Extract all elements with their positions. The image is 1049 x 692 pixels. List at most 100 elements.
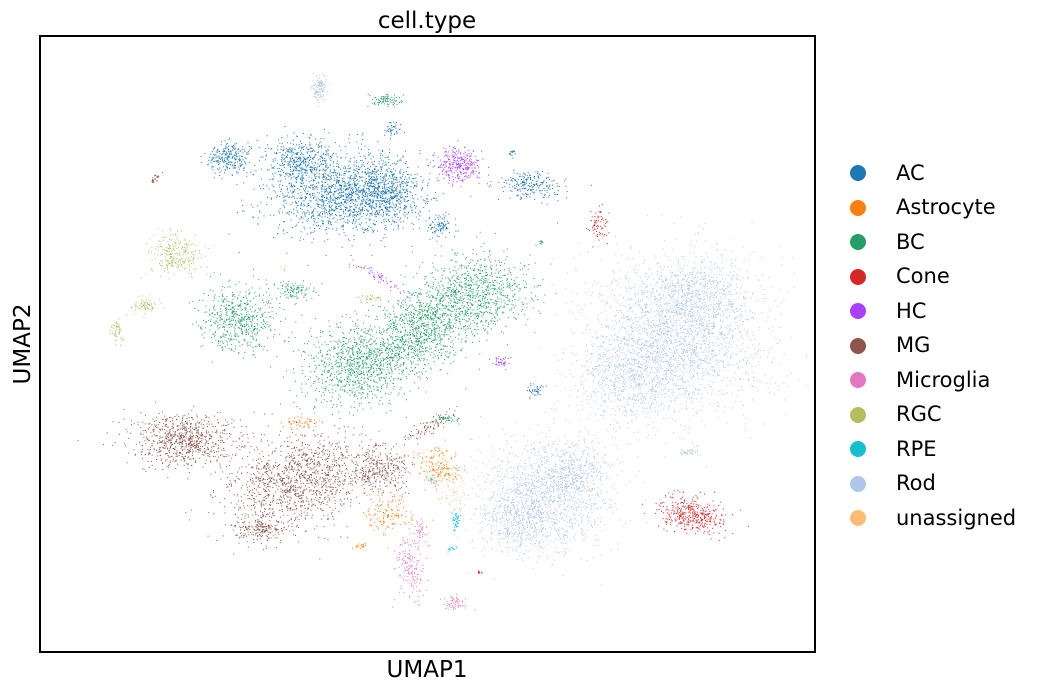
point: [641, 407, 643, 409]
point: [650, 391, 652, 393]
point: [668, 362, 670, 364]
point: [667, 283, 669, 285]
point: [666, 302, 668, 304]
point: [685, 304, 687, 306]
point: [658, 306, 660, 308]
point: [553, 490, 554, 492]
point: [783, 354, 785, 356]
point: [682, 379, 684, 381]
point: [655, 361, 657, 363]
point: [580, 431, 582, 433]
point: [638, 362, 640, 364]
point: [640, 370, 642, 372]
point: [653, 316, 655, 318]
point: [613, 384, 615, 386]
point: [653, 295, 655, 297]
point: [654, 298, 656, 300]
point: [674, 276, 676, 278]
point: [679, 344, 681, 346]
point: [557, 488, 559, 490]
point: [505, 509, 507, 511]
point: [715, 292, 717, 293]
point: [512, 549, 513, 551]
point: [616, 339, 618, 341]
point: [700, 306, 702, 308]
point: [732, 309, 733, 311]
point: [696, 320, 698, 322]
point: [699, 283, 701, 285]
point: [613, 271, 615, 273]
point: [741, 386, 743, 387]
point: [607, 387, 609, 388]
point: [625, 274, 627, 276]
point: [541, 478, 543, 480]
point: [610, 379, 612, 381]
point: [690, 354, 692, 356]
point: [659, 294, 661, 296]
point: [536, 472, 538, 473]
point: [569, 471, 571, 472]
point-cluster-rod: [632, 243, 757, 339]
point: [729, 329, 730, 331]
point: [524, 462, 526, 464]
point: [600, 414, 602, 416]
point: [491, 516, 493, 518]
point: [695, 304, 697, 306]
point: [751, 371, 753, 373]
point: [588, 288, 590, 290]
point: [528, 509, 530, 511]
point: [629, 310, 631, 312]
point: [565, 376, 567, 378]
point: [727, 377, 729, 379]
point: [672, 282, 674, 284]
point: [736, 395, 738, 397]
point-cluster-rod: [471, 465, 573, 576]
point: [641, 398, 642, 400]
point: [502, 482, 504, 484]
point: [550, 491, 552, 492]
point: [681, 292, 683, 294]
point: [589, 398, 591, 400]
point: [587, 522, 589, 524]
point: [554, 514, 556, 516]
point: [643, 358, 645, 360]
point: [678, 294, 680, 296]
point: [518, 533, 520, 535]
point: [553, 487, 555, 489]
point: [497, 530, 499, 532]
point: [726, 307, 728, 309]
point: [665, 288, 667, 290]
point: [681, 284, 683, 286]
point: [687, 281, 689, 283]
point: [701, 290, 702, 292]
point: [667, 355, 669, 356]
point: [637, 293, 639, 295]
point: [631, 330, 633, 332]
point: [608, 364, 610, 366]
point: [605, 325, 606, 327]
point: [541, 493, 543, 494]
point: [596, 392, 598, 394]
point: [753, 377, 755, 379]
point: [757, 361, 759, 362]
point: [631, 288, 633, 290]
point: [658, 334, 660, 336]
point: [507, 506, 509, 508]
point: [589, 358, 591, 360]
point: [622, 380, 624, 382]
point: [529, 534, 531, 536]
point: [571, 363, 573, 365]
point: [504, 476, 506, 477]
point: [563, 500, 565, 502]
point: [783, 299, 785, 301]
point: [657, 370, 659, 372]
point: [580, 513, 582, 515]
point: [565, 452, 567, 454]
point: [688, 285, 690, 287]
point: [662, 318, 664, 320]
point: [610, 307, 612, 309]
point: [599, 354, 601, 356]
point: [507, 497, 509, 499]
point: [625, 412, 627, 413]
point: [625, 329, 626, 331]
